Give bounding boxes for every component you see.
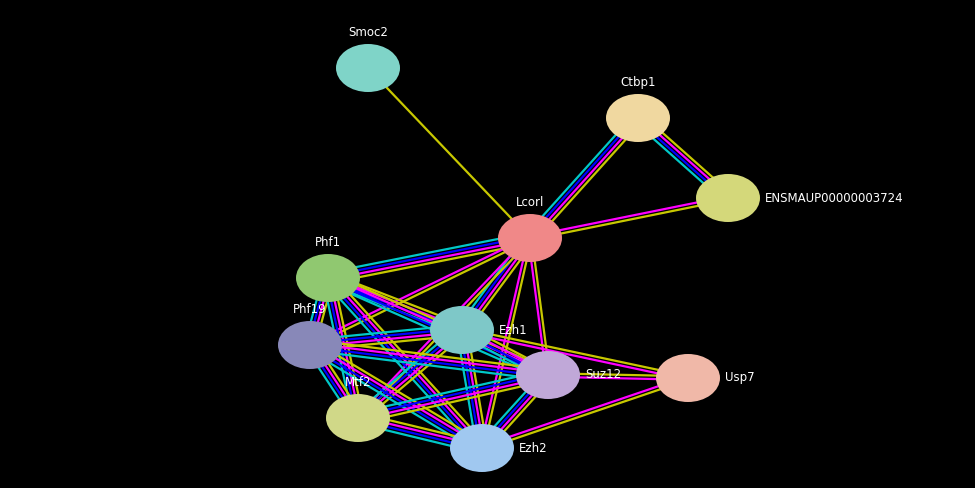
- Ellipse shape: [278, 321, 342, 369]
- Text: Suz12: Suz12: [585, 368, 621, 382]
- Text: Ctbp1: Ctbp1: [620, 76, 656, 89]
- Ellipse shape: [430, 306, 494, 354]
- Ellipse shape: [516, 351, 580, 399]
- Text: Phf1: Phf1: [315, 236, 341, 249]
- Text: Ezh1: Ezh1: [499, 324, 527, 337]
- Text: Ezh2: Ezh2: [519, 442, 548, 454]
- Ellipse shape: [296, 254, 360, 302]
- Ellipse shape: [450, 424, 514, 472]
- Ellipse shape: [326, 394, 390, 442]
- Ellipse shape: [696, 174, 760, 222]
- Text: Usp7: Usp7: [725, 371, 755, 385]
- Ellipse shape: [336, 44, 400, 92]
- Text: Smoc2: Smoc2: [348, 26, 388, 39]
- Text: Lcorl: Lcorl: [516, 196, 544, 209]
- Text: ENSMAUP00000003724: ENSMAUP00000003724: [765, 191, 904, 204]
- Ellipse shape: [606, 94, 670, 142]
- Ellipse shape: [498, 214, 562, 262]
- Text: Phf19: Phf19: [293, 303, 327, 316]
- Text: Mtf2: Mtf2: [345, 376, 371, 389]
- Ellipse shape: [656, 354, 720, 402]
